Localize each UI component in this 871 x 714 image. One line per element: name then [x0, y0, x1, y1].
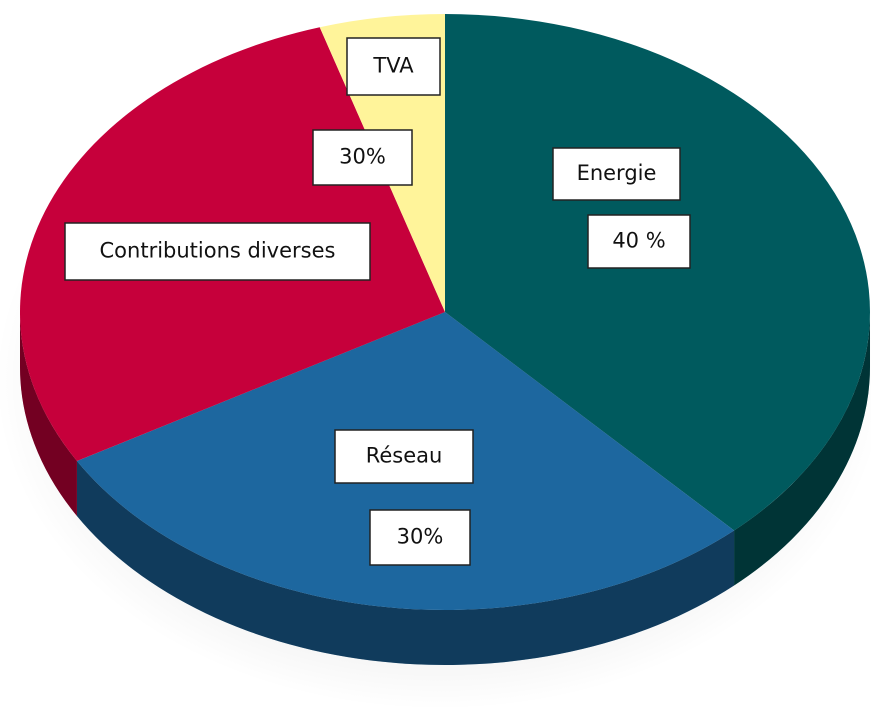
- label-box: [587, 214, 691, 269]
- value-label: 30%: [339, 145, 386, 169]
- slice-side-shade: [20, 312, 77, 516]
- slice-label: Energie: [577, 161, 657, 185]
- label-box: [312, 129, 413, 186]
- slice-label: Réseau: [366, 444, 443, 468]
- label-box: [334, 429, 474, 484]
- slice-side: [734, 312, 870, 586]
- slice-side-shade: [734, 312, 870, 586]
- value-label: 30%: [397, 525, 444, 549]
- label-box: [64, 222, 371, 281]
- slice-side: [76, 461, 735, 666]
- slice-label: TVA: [372, 54, 414, 78]
- slice: [445, 14, 870, 531]
- value-label: 40 %: [612, 229, 665, 253]
- label-box: [369, 509, 471, 566]
- label-box: [552, 147, 681, 201]
- slice-label: Contributions diverses: [100, 239, 336, 263]
- label-box: [346, 37, 441, 96]
- slice-side: [20, 312, 77, 516]
- slice-side-shade: [76, 461, 735, 666]
